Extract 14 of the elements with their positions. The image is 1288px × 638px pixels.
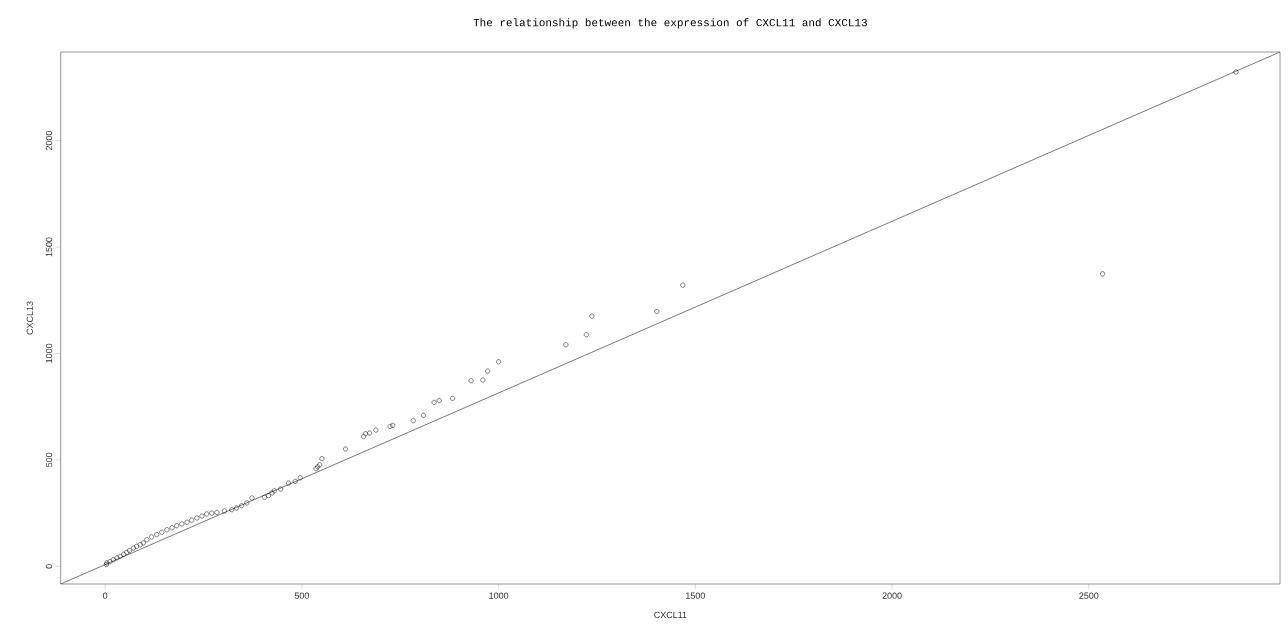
y-tick-label: 1000 — [45, 343, 53, 363]
y-tick-label: 2000 — [45, 130, 53, 151]
x-tick-label: 0 — [103, 592, 108, 599]
chart-title: The relationship between the expression of CXCL11 and CXCL13 — [473, 18, 867, 29]
x-tick-label: 2500 — [1079, 592, 1099, 599]
y-tick-label: 500 — [45, 452, 53, 468]
x-tick-label: 2000 — [882, 592, 902, 599]
y-tick-label: 0 — [45, 564, 53, 569]
x-tick-label: 1500 — [686, 592, 705, 599]
x-tick-label: 1000 — [489, 592, 509, 599]
x-tick-label: 500 — [294, 592, 310, 599]
y-tick-label: 1500 — [45, 237, 53, 257]
y-axis-title: CXCL13 — [26, 301, 33, 335]
x-axis-title: CXCL11 — [654, 611, 687, 619]
